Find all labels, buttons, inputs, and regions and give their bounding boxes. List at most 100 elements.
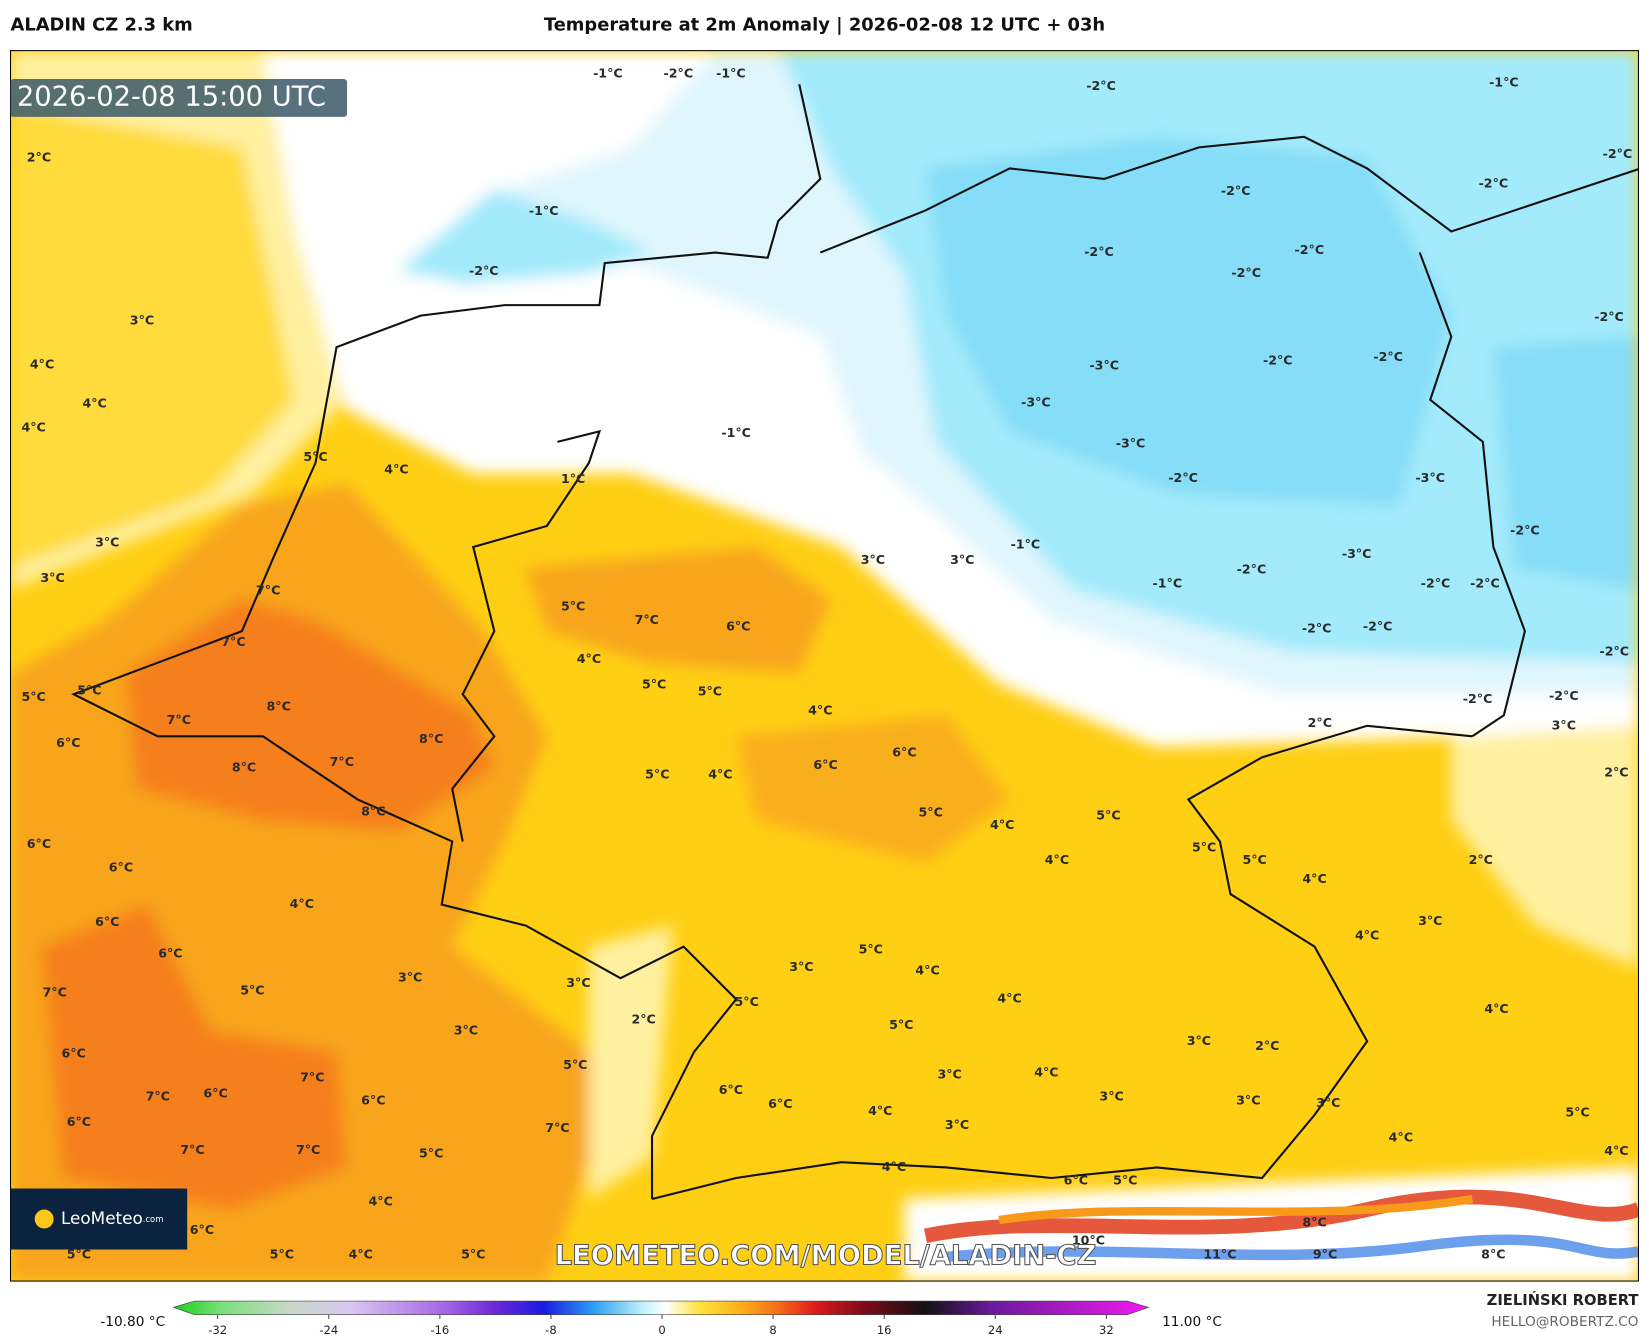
- temperature-label: 5°C: [67, 1246, 91, 1261]
- colorbar: [172, 1300, 1150, 1316]
- temperature-label: 5°C: [919, 805, 943, 820]
- temperature-label: 4°C: [1045, 852, 1069, 867]
- temperature-label: -2°C: [1295, 242, 1325, 257]
- temperature-label: 3°C: [40, 570, 64, 585]
- temperature-label: -2°C: [1084, 244, 1114, 259]
- colorbar-ticks: -32 -24 -16 -8 0 8 16 24 32: [208, 1314, 1114, 1337]
- temperature-label: 4°C: [384, 462, 408, 477]
- temperature-label: 6°C: [27, 836, 51, 851]
- map: [10, 50, 1639, 1282]
- temperature-label: 9°C: [1313, 1246, 1337, 1261]
- colorbar-tick-label: -32: [208, 1323, 227, 1337]
- temperature-label: 4°C: [915, 962, 939, 977]
- temperature-label: 8°C: [1302, 1215, 1326, 1230]
- author: ZIELIŃSKI ROBERT: [1487, 1292, 1639, 1309]
- temperature-label: 3°C: [454, 1022, 478, 1037]
- temperature-label: 3°C: [937, 1066, 961, 1081]
- temperature-label: 3°C: [1099, 1089, 1123, 1104]
- temperature-label: 8°C: [361, 804, 385, 819]
- temperature-label: 3°C: [789, 959, 813, 974]
- email: HELLO@ROBERTZ.CO: [1491, 1314, 1638, 1330]
- temperature-label: 10°C: [1072, 1233, 1105, 1248]
- temperature-label: -2°C: [1603, 146, 1633, 161]
- temperature-label: -2°C: [1600, 644, 1630, 659]
- temperature-label: 5°C: [419, 1145, 443, 1160]
- temperature-label: 4°C: [1484, 1001, 1508, 1016]
- temperature-label: 8°C: [419, 731, 443, 746]
- colorbar-min: -10.80 °C: [100, 1314, 165, 1330]
- temperature-label: -1°C: [593, 65, 623, 80]
- temperature-label: 6°C: [726, 618, 750, 633]
- temperature-label: 4°C: [21, 420, 45, 435]
- temperature-label: 3°C: [945, 1117, 969, 1132]
- temperature-label: -2°C: [1086, 78, 1116, 93]
- temperature-label: -3°C: [1342, 546, 1372, 561]
- temperature-label: -2°C: [1594, 309, 1624, 324]
- colorbar-max: 11.00 °C: [1162, 1314, 1222, 1330]
- temperature-label: 4°C: [30, 357, 54, 372]
- temperature-label: 3°C: [1236, 1093, 1260, 1108]
- temperature-label: 7°C: [296, 1142, 320, 1157]
- temperature-label: 4°C: [1389, 1130, 1413, 1145]
- temperature-label: 1°C: [561, 471, 585, 486]
- temperature-label: -2°C: [1302, 621, 1332, 636]
- temperature-label: -3°C: [1021, 394, 1051, 409]
- temperature-label: 11°C: [1203, 1246, 1236, 1261]
- temperature-label: 5°C: [1096, 808, 1120, 823]
- temperature-label: -2°C: [664, 65, 694, 80]
- temperature-label: 4°C: [808, 703, 832, 718]
- temperature-label: -2°C: [1221, 183, 1251, 198]
- temperature-label: -2°C: [1549, 688, 1579, 703]
- temperature-label: 4°C: [349, 1246, 373, 1261]
- temperature-label: 5°C: [859, 941, 883, 956]
- temperature-label: 5°C: [270, 1246, 294, 1261]
- temperature-label: 3°C: [398, 970, 422, 985]
- temperature-label: 4°C: [1604, 1143, 1628, 1158]
- temperature-label: -2°C: [1231, 265, 1261, 280]
- temperature-label: 2°C: [1308, 715, 1332, 730]
- temperature-label: 3°C: [1316, 1095, 1340, 1110]
- temperature-label: 5°C: [77, 683, 101, 698]
- temperature-label: 6°C: [361, 1093, 385, 1108]
- borders: [70, 84, 1639, 1201]
- temperature-label: -2°C: [469, 263, 499, 278]
- temperature-label: 5°C: [563, 1057, 587, 1072]
- temperature-label: -2°C: [1510, 523, 1540, 538]
- temperature-label: 3°C: [130, 312, 154, 327]
- colorbar-tick-label: 0: [658, 1323, 665, 1337]
- temperature-label: 6°C: [56, 735, 80, 750]
- temperature-label: 2°C: [1604, 765, 1628, 780]
- colorbar-tick-label: 24: [988, 1323, 1003, 1337]
- temperature-label: 5°C: [889, 1017, 913, 1032]
- temperature-label: 7°C: [256, 583, 280, 598]
- map-title: Temperature at 2m Anomaly | 2026-02-08 1…: [544, 14, 1105, 35]
- temperature-label: 7°C: [330, 754, 354, 769]
- temperature-label: 7°C: [221, 634, 245, 649]
- temperature-label: 8°C: [267, 698, 291, 713]
- temperature-label: 2°C: [1469, 852, 1493, 867]
- temperature-label: -2°C: [1373, 349, 1403, 364]
- temperature-label: 6°C: [109, 859, 133, 874]
- temperature-label: 4°C: [868, 1103, 892, 1118]
- temperature-label: 6°C: [719, 1082, 743, 1097]
- temperature-label: 3°C: [1187, 1033, 1211, 1048]
- temperature-label: 5°C: [1565, 1104, 1589, 1119]
- temperature-label: 7°C: [43, 984, 67, 999]
- temperature-label: 7°C: [635, 612, 659, 627]
- colorbar-tick-label: 16: [877, 1323, 892, 1337]
- logo-text: LeoMeteo: [61, 1208, 143, 1228]
- temperature-label: -2°C: [1168, 470, 1198, 485]
- temperature-label: -1°C: [1153, 575, 1183, 590]
- logo-sun: [34, 1209, 54, 1229]
- temperature-label: 6°C: [95, 914, 119, 929]
- temperature-label: 7°C: [300, 1070, 324, 1085]
- temperature-label: 6°C: [892, 745, 916, 760]
- temperature-label: 6°C: [813, 757, 837, 772]
- temperature-label: 5°C: [735, 994, 759, 1009]
- temperature-label: -1°C: [1011, 536, 1041, 551]
- temperature-label: -2°C: [1263, 352, 1293, 367]
- timestamp: 2026-02-08 15:00 UTC: [17, 81, 326, 112]
- temperature-label: -2°C: [1463, 691, 1493, 706]
- temperature-label: 4°C: [708, 767, 732, 782]
